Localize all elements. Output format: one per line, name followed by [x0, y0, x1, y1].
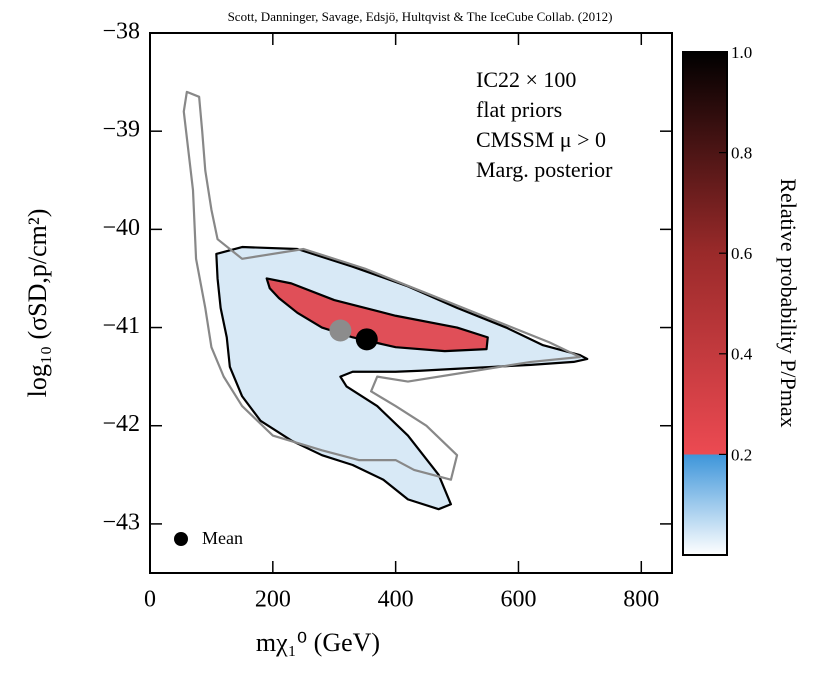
y-tick-label: −41 [102, 313, 140, 339]
y-tick-label: −43 [102, 509, 140, 535]
y-tick-label: −40 [102, 215, 140, 241]
colorbar-tick-label: 1.0 [731, 43, 752, 62]
point [329, 319, 352, 342]
x-tick-label: 400 [378, 587, 414, 613]
annotation: CMSSM μ > 0 [476, 127, 606, 152]
y-tick-label: −38 [102, 19, 140, 45]
colorbar-tick-label: 0.8 [731, 144, 752, 163]
legend-marker [174, 532, 188, 546]
y-tick-label: −39 [102, 117, 140, 143]
x-tick-label: 0 [144, 587, 156, 613]
x-tick-label: 800 [623, 587, 659, 613]
annotation: Marg. posterior [476, 157, 613, 182]
contour [265, 277, 489, 353]
plot-frame [149, 32, 673, 574]
colorbar-label: Relative probability P/Pmax [776, 178, 801, 427]
x-tick-label: 600 [500, 587, 536, 613]
annotation: IC22 × 100 [476, 67, 576, 92]
x-axis-label: mχ₁⁰ (GeV) [256, 628, 380, 657]
legend-label: Mean [202, 528, 243, 548]
credit: Scott, Danninger, Savage, Edsjö, Hultqvi… [228, 9, 613, 24]
colorbar-tick-label: 0.4 [731, 345, 753, 364]
contour [182, 90, 581, 481]
colorbar-tick-label: 0.2 [731, 445, 752, 464]
plot-area [182, 90, 589, 511]
annotation: flat priors [476, 97, 562, 122]
y-tick-label: −42 [102, 411, 140, 437]
colorbar-tick-label: 0.6 [731, 244, 752, 263]
point [355, 328, 378, 351]
y-axis-label: log₁₀ (σSD,p/cm²) [23, 209, 52, 398]
colorbar [682, 51, 728, 556]
x-tick-label: 200 [255, 587, 291, 613]
